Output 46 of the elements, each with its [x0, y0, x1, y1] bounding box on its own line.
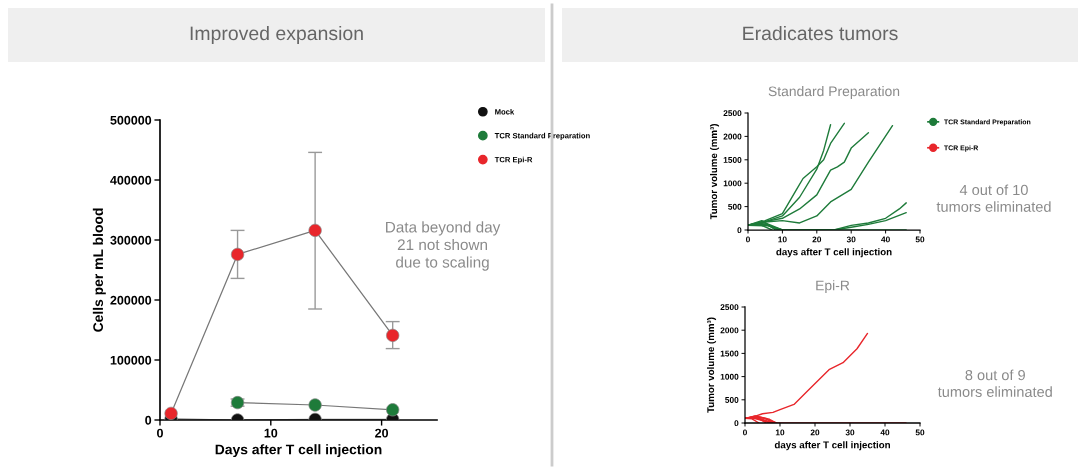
y-tick-label: 0 — [145, 415, 152, 425]
x-tick-label: 30 — [846, 236, 856, 243]
x-tick-label: 40 — [881, 236, 890, 243]
text: 4 out of 10 tumors eliminated — [936, 184, 1051, 212]
y-axis-title: Cells per mL blood — [92, 208, 106, 332]
x-tick-label: 20 — [375, 428, 389, 438]
y-tick-label: 1500 — [723, 157, 742, 163]
y-tick-label: 100000 — [110, 355, 152, 365]
y-tick-label: 0 — [737, 227, 742, 234]
y-tick-label: 1000 — [723, 180, 742, 187]
x-tick-label: 10 — [775, 429, 785, 436]
chart-subtitle: Standard Preparation — [768, 86, 900, 99]
chart-title: Improved expansion — [190, 25, 363, 45]
y-tick-label: 500 — [725, 397, 739, 403]
chart-subtitle: Epi-R — [816, 280, 850, 294]
y-tick-label: 500000 — [110, 115, 152, 125]
text: 8 out of 9 tumors eliminated — [937, 369, 1052, 398]
x-tick-label: 0 — [746, 236, 750, 243]
y-tick-label: 2500 — [723, 110, 742, 117]
y-axis-title: Tumor volume (mm³) — [709, 124, 720, 220]
x-tick-label: 20 — [812, 236, 822, 243]
y-tick-label: 2000 — [720, 327, 739, 334]
y-tick-label: 500 — [728, 203, 742, 210]
annotation: Data beyond day 21 not shown due to scaling — [386, 221, 501, 271]
y-tick-label: 400000 — [110, 175, 152, 185]
y-tick-label: 2000 — [723, 133, 742, 140]
chart-title: Eradicates tumors — [743, 25, 898, 41]
x-axis-title: days after T cell injection — [774, 441, 890, 451]
x-tick-label: 50 — [915, 429, 925, 436]
x-tick-label: 30 — [845, 429, 855, 436]
x-axis-title: Days after T cell injection — [215, 444, 382, 458]
x-tick-label: 20 — [810, 429, 820, 436]
y-tick-label: 300000 — [110, 235, 152, 245]
x-tick-label: 50 — [915, 236, 925, 243]
x-tick-label: 10 — [778, 236, 787, 243]
y-tick-label: 1000 — [720, 373, 739, 380]
x-tick-label: 0 — [157, 428, 163, 438]
y-tick-label: 1500 — [720, 350, 739, 357]
x-tick-label: 10 — [264, 428, 278, 438]
x-axis-title: days after T cell injection — [776, 248, 892, 258]
y-tick-label: 2500 — [720, 304, 739, 311]
x-tick-label: 40 — [880, 429, 890, 436]
x-tick-label: 0 — [743, 429, 747, 436]
y-tick-label: 0 — [734, 420, 739, 427]
y-axis-title: Tumor volume (mm³) — [706, 317, 717, 413]
y-tick-label: 200000 — [110, 295, 152, 305]
